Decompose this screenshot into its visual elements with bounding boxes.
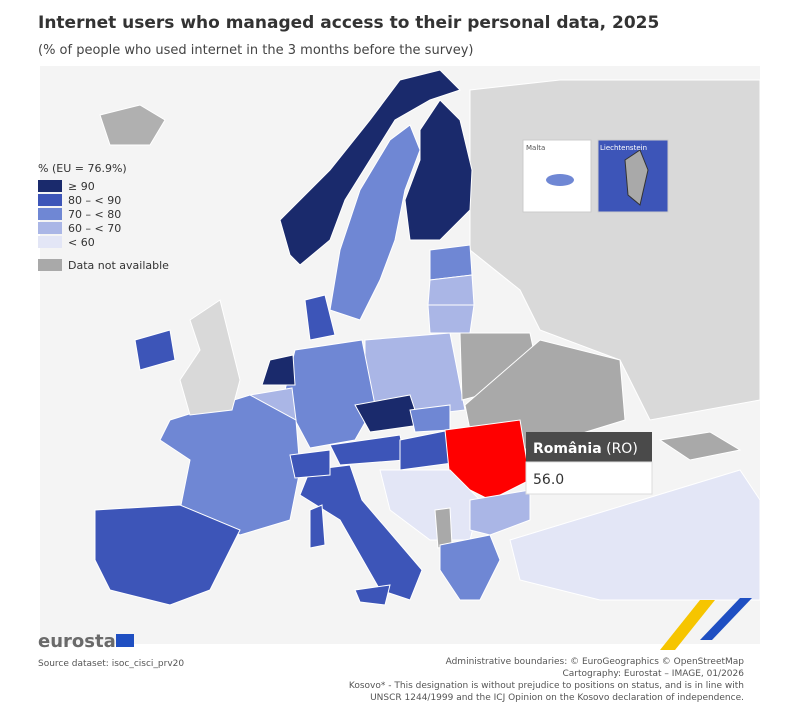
legend-label: Data not available	[68, 259, 169, 272]
tooltip-title: România (RO)	[533, 441, 638, 457]
legend-label: ≥ 90	[68, 180, 95, 193]
legend-swatch	[38, 222, 62, 234]
country	[427, 274, 475, 306]
country	[304, 294, 336, 341]
country	[289, 449, 331, 479]
countries	[94, 69, 761, 606]
legend-label: < 60	[68, 236, 95, 249]
brand: eurostat	[38, 631, 125, 652]
country	[469, 489, 531, 536]
inset-shape	[624, 149, 649, 206]
credits: Administrative boundaries: © EuroGeograp…	[349, 657, 744, 703]
country	[427, 304, 475, 334]
legend-label: 70 – < 80	[68, 208, 121, 221]
inset-label: Malta	[526, 144, 545, 152]
credit-line: Kosovo* - This designation is without pr…	[349, 681, 744, 691]
legend-swatch	[38, 208, 62, 220]
country	[354, 584, 391, 606]
tooltip-value: 56.0	[533, 472, 564, 488]
country	[261, 354, 296, 386]
legend-swatch	[38, 194, 62, 206]
logo-mark	[700, 598, 752, 640]
country	[509, 469, 761, 601]
tooltip-country: România	[533, 441, 602, 457]
legend-swatch	[38, 259, 62, 271]
tooltip-header	[526, 432, 652, 462]
country	[429, 244, 473, 281]
logo-mark	[660, 600, 715, 650]
country	[409, 404, 451, 433]
country	[179, 299, 241, 416]
country	[309, 504, 326, 549]
country	[299, 464, 423, 601]
legend-title: % (EU = 76.9%)	[38, 162, 127, 175]
credit-line: Cartography: Eurostat – IMAGE, 01/2026	[562, 669, 744, 679]
subtitle: (% of people who used internet in the 3 …	[38, 43, 474, 58]
country	[94, 504, 241, 606]
source: Source dataset: isoc_cisci_prv20	[38, 659, 184, 669]
legend-label: 80 – < 90	[68, 194, 121, 207]
credit-line: UNSCR 1244/1999 and the ICJ Opinion on t…	[370, 693, 744, 703]
country	[159, 394, 301, 536]
tooltip-code: (RO)	[606, 441, 638, 457]
country	[434, 507, 453, 549]
country	[99, 104, 166, 146]
legend-swatch	[38, 180, 62, 192]
country	[134, 329, 176, 371]
tooltip-body	[525, 461, 653, 495]
eu-flag	[116, 634, 134, 647]
country	[404, 99, 473, 241]
inset-label: Liechtenstein	[600, 144, 647, 152]
inset-shape	[546, 174, 574, 186]
tooltip: România (RO) 56.0	[525, 432, 653, 495]
credit-line: Administrative boundaries: © EuroGeograp…	[446, 657, 745, 667]
legend-swatch	[38, 236, 62, 248]
country	[658, 431, 742, 461]
country	[439, 534, 501, 601]
country	[279, 69, 461, 266]
title: Internet users who managed access to the…	[38, 13, 659, 33]
legend-label: 60 – < 70	[68, 222, 121, 235]
